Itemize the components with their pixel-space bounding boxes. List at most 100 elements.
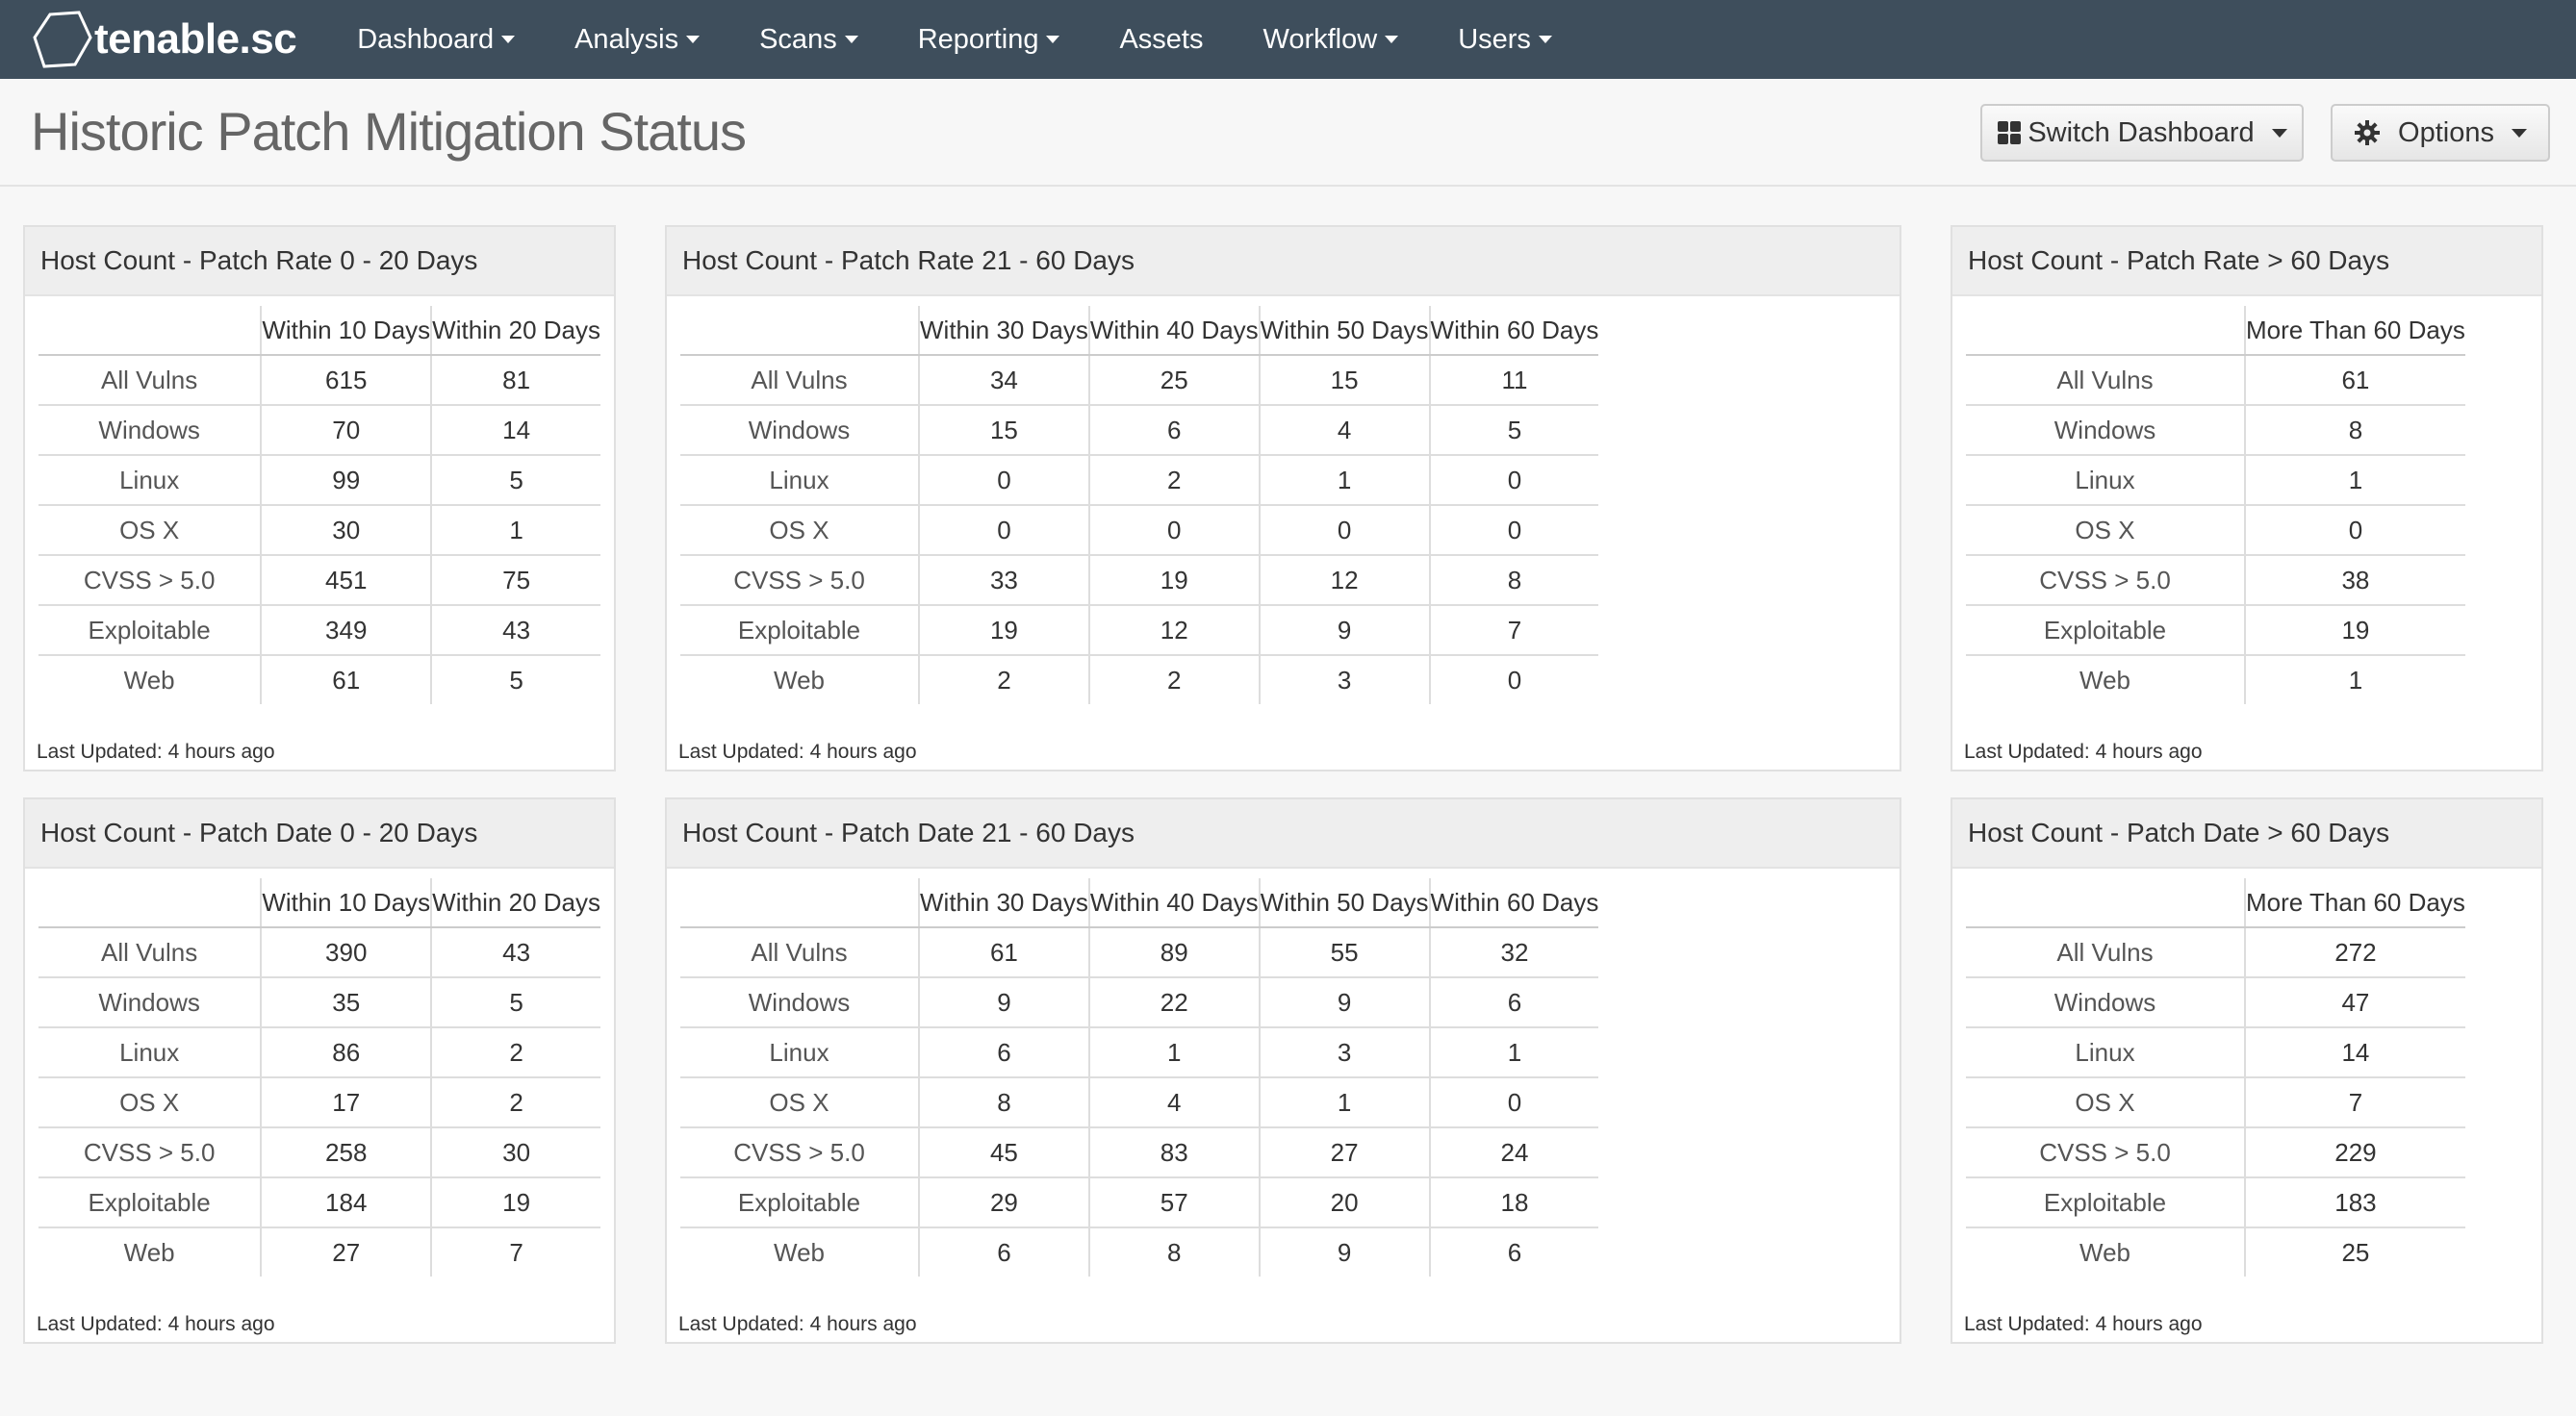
brand-logo[interactable]: tenable.sc [31,0,297,79]
count-cell[interactable]: 272 [2244,927,2465,978]
count-cell[interactable]: 0 [918,505,1089,556]
menu-workflow[interactable]: Workflow [1233,0,1428,79]
count-cell[interactable]: 1 [430,505,600,556]
count-cell[interactable]: 1 [1258,455,1430,506]
count-cell[interactable]: 33 [918,555,1089,606]
count-cell[interactable]: 4 [1087,1077,1260,1128]
count-cell[interactable]: 6 [1428,977,1599,1028]
count-cell[interactable]: 4 [1258,405,1430,456]
count-cell[interactable]: 19 [918,605,1089,656]
count-cell[interactable]: 1 [2244,455,2465,506]
count-cell[interactable]: 47 [2244,977,2465,1028]
count-cell[interactable]: 75 [430,555,600,606]
count-cell[interactable]: 57 [1087,1177,1260,1228]
menu-scans[interactable]: Scans [729,0,888,79]
count-cell[interactable]: 2 [918,655,1089,704]
count-cell[interactable]: 0 [918,455,1089,506]
count-cell[interactable]: 86 [260,1027,432,1078]
count-cell[interactable]: 19 [2244,605,2465,656]
count-cell[interactable]: 14 [2244,1027,2465,1078]
count-cell[interactable]: 1 [1258,1077,1430,1128]
count-cell[interactable]: 9 [1258,977,1430,1028]
count-cell[interactable]: 18 [1428,1177,1599,1228]
switch-dashboard-button[interactable]: Switch Dashboard [1980,104,2304,162]
count-cell[interactable]: 8 [1428,555,1599,606]
count-cell[interactable]: 0 [1087,505,1260,556]
count-cell[interactable]: 38 [2244,555,2465,606]
count-cell[interactable]: 0 [1428,505,1599,556]
count-cell[interactable]: 0 [2244,505,2465,556]
menu-reporting[interactable]: Reporting [888,0,1090,79]
count-cell[interactable]: 15 [918,405,1089,456]
count-cell[interactable]: 6 [918,1027,1089,1078]
count-cell[interactable]: 22 [1087,977,1260,1028]
count-cell[interactable]: 2 [1087,455,1260,506]
count-cell[interactable]: 34 [918,355,1089,406]
count-cell[interactable]: 2 [1087,655,1260,704]
count-cell[interactable]: 2 [430,1077,600,1128]
count-cell[interactable]: 9 [1258,605,1430,656]
count-cell[interactable]: 2 [430,1027,600,1078]
count-cell[interactable]: 43 [430,927,600,978]
count-cell[interactable]: 615 [260,355,432,406]
count-cell[interactable]: 390 [260,927,432,978]
count-cell[interactable]: 1 [1428,1027,1599,1078]
count-cell[interactable]: 9 [918,977,1089,1028]
count-cell[interactable]: 8 [2244,405,2465,456]
menu-dashboard[interactable]: Dashboard [327,0,545,79]
count-cell[interactable]: 12 [1258,555,1430,606]
count-cell[interactable]: 6 [1428,1227,1599,1277]
count-cell[interactable]: 81 [430,355,600,406]
count-cell[interactable]: 0 [1428,455,1599,506]
count-cell[interactable]: 29 [918,1177,1089,1228]
count-cell[interactable]: 15 [1258,355,1430,406]
count-cell[interactable]: 1 [2244,655,2465,704]
count-cell[interactable]: 0 [1428,1077,1599,1128]
count-cell[interactable]: 61 [2244,355,2465,406]
count-cell[interactable]: 19 [430,1177,600,1228]
count-cell[interactable]: 183 [2244,1177,2465,1228]
count-cell[interactable]: 0 [1428,655,1599,704]
count-cell[interactable]: 43 [430,605,600,656]
count-cell[interactable]: 61 [260,655,432,704]
count-cell[interactable]: 19 [1087,555,1260,606]
count-cell[interactable]: 3 [1258,655,1430,704]
count-cell[interactable]: 70 [260,405,432,456]
count-cell[interactable]: 32 [1428,927,1599,978]
count-cell[interactable]: 7 [2244,1077,2465,1128]
menu-assets[interactable]: Assets [1089,0,1233,79]
count-cell[interactable]: 6 [1087,405,1260,456]
count-cell[interactable]: 45 [918,1127,1089,1178]
count-cell[interactable]: 61 [918,927,1089,978]
count-cell[interactable]: 8 [1087,1227,1260,1277]
count-cell[interactable]: 7 [1428,605,1599,656]
count-cell[interactable]: 14 [430,405,600,456]
count-cell[interactable]: 258 [260,1127,432,1178]
count-cell[interactable]: 55 [1258,927,1430,978]
count-cell[interactable]: 27 [1258,1127,1430,1178]
count-cell[interactable]: 5 [430,455,600,506]
count-cell[interactable]: 3 [1258,1027,1430,1078]
count-cell[interactable]: 35 [260,977,432,1028]
count-cell[interactable]: 8 [918,1077,1089,1128]
count-cell[interactable]: 11 [1428,355,1599,406]
count-cell[interactable]: 7 [430,1227,600,1277]
count-cell[interactable]: 1 [1087,1027,1260,1078]
count-cell[interactable]: 27 [260,1227,432,1277]
count-cell[interactable]: 9 [1258,1227,1430,1277]
count-cell[interactable]: 99 [260,455,432,506]
count-cell[interactable]: 12 [1087,605,1260,656]
menu-analysis[interactable]: Analysis [545,0,729,79]
count-cell[interactable]: 451 [260,555,432,606]
options-button[interactable]: Options [2331,104,2550,162]
count-cell[interactable]: 5 [1428,405,1599,456]
count-cell[interactable]: 30 [430,1127,600,1178]
count-cell[interactable]: 20 [1258,1177,1430,1228]
menu-users[interactable]: Users [1428,0,1582,79]
count-cell[interactable]: 89 [1087,927,1260,978]
count-cell[interactable]: 25 [2244,1227,2465,1277]
count-cell[interactable]: 24 [1428,1127,1599,1178]
count-cell[interactable]: 5 [430,977,600,1028]
count-cell[interactable]: 229 [2244,1127,2465,1178]
count-cell[interactable]: 17 [260,1077,432,1128]
